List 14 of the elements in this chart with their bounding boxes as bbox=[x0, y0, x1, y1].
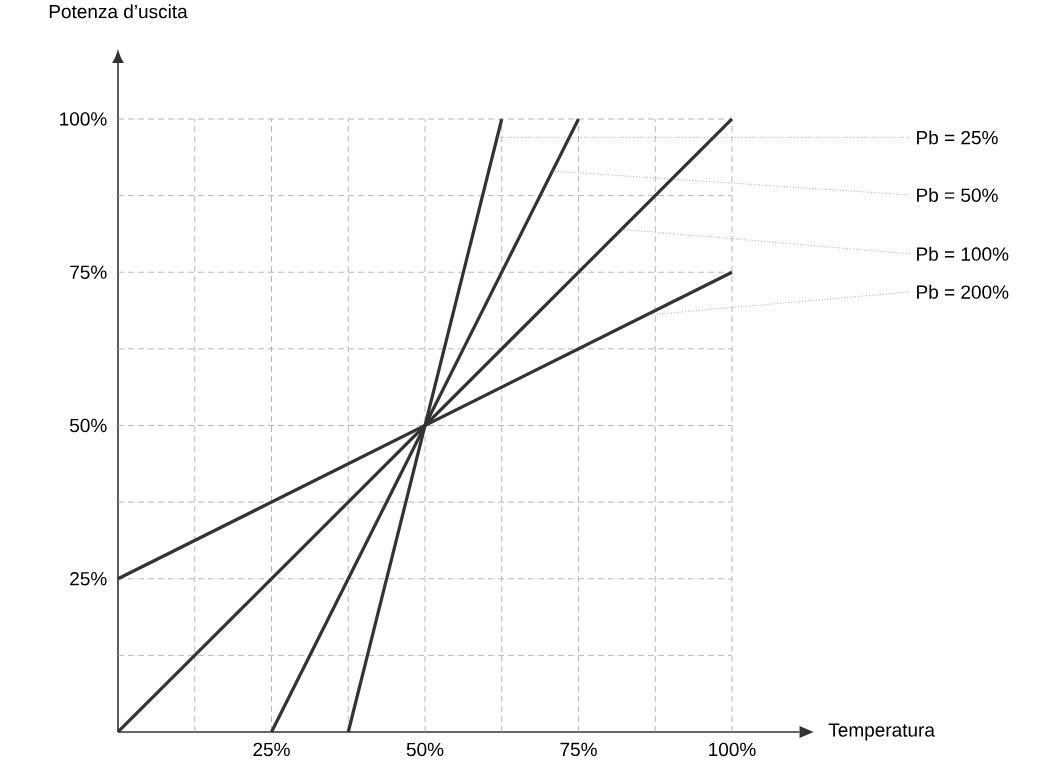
x-axis-title: Temperatura bbox=[828, 723, 935, 741]
x-tick-label: 50% bbox=[406, 742, 444, 757]
y-tick-label: 75% bbox=[70, 265, 107, 279]
y-tick-label: 25% bbox=[70, 572, 107, 586]
text: Pb = 25% bbox=[917, 130, 998, 145]
y-tick-label: 50% bbox=[70, 418, 107, 433]
text: Pb = 200% bbox=[917, 284, 1009, 299]
text: Pb = 100% bbox=[917, 246, 1009, 261]
y-tick-label: 100% bbox=[60, 112, 107, 126]
x-tick-label: 75% bbox=[560, 742, 597, 757]
text: Pb = 50% bbox=[917, 188, 998, 202]
y-axis-title: Potenza d’uscita bbox=[49, 4, 188, 19]
x-tick-label: 100% bbox=[709, 742, 756, 757]
x-tick-label: 25% bbox=[253, 742, 290, 757]
